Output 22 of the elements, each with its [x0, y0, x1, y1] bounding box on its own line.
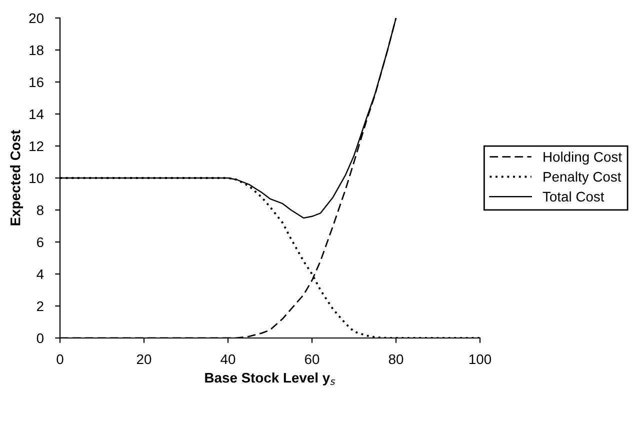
legend-label: Penalty Cost: [544, 172, 622, 184]
y-tick-label: 10: [30, 173, 44, 184]
y-tick-label: 14: [30, 109, 44, 120]
x-tick-label: 60: [304, 354, 320, 364]
x-tick-label: 40: [220, 354, 236, 364]
y-tick-label: 4: [36, 269, 44, 280]
x-tick-label: 0: [56, 354, 64, 364]
y-tick-label: 18: [30, 45, 44, 56]
y-tick-label: 2: [37, 301, 44, 312]
y-tick-label: 20: [29, 13, 44, 24]
y-axis-title: Expected Cost: [10, 130, 24, 226]
y-tick-label: 16: [30, 77, 44, 88]
legend-label: Total Cost: [542, 191, 604, 202]
y-tick-label: 0: [36, 333, 44, 344]
y-tick-label: 6: [37, 237, 44, 248]
x-tick-label: 100: [469, 354, 492, 364]
legend-label: Holding Cost: [544, 152, 622, 165]
y-tick-label: 12: [30, 141, 44, 152]
x-tick-label: 80: [388, 354, 404, 364]
y-tick-label: 8: [36, 205, 44, 216]
x-tick-label: 20: [136, 354, 152, 364]
x-axis-title: Base Stock Level y$_{s}$: [205, 372, 336, 386]
